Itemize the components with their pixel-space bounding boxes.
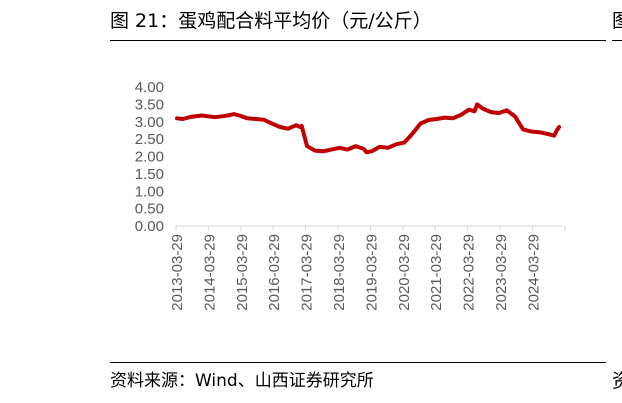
y-tick-label: 0.00 [135,218,164,235]
x-tick-label: 2016-03-29 [266,234,283,311]
y-axis-tick-labels: 0.000.501.001.502.002.503.003.504.00 [135,79,164,235]
right-edge-tick [612,40,622,41]
y-tick-label: 0.50 [135,201,164,218]
x-axis-tick-marks [175,226,566,231]
bottom-rule [110,362,606,363]
y-tick-label: 4.00 [135,79,164,96]
x-tick-label: 2015-03-29 [234,234,251,311]
x-tick-label: 2014-03-29 [201,234,218,311]
x-tick-label: 2022-03-29 [461,234,478,311]
x-tick-label: 2013-03-29 [169,234,186,311]
figure-title: 图 21：蛋鸡配合料平均价（元/公斤） [110,10,432,32]
series-line [175,102,562,155]
right-edge-glyph-top: 图 [612,10,622,32]
y-tick-label: 3.50 [135,96,164,113]
x-tick-label: 2021-03-29 [428,234,445,311]
y-tick-label: 1.00 [135,183,164,200]
x-tick-label: 2019-03-29 [363,234,380,311]
x-axis-tick-labels: 2013-03-29 2014-03-29 2015-03-29 2016-03-29… [169,234,542,311]
x-tick-label: 2017-03-29 [299,234,316,311]
source-note: 资料来源：Wind、山西证券研究所 [110,371,374,391]
y-tick-label: 3.00 [135,114,164,131]
x-tick-label: 2018-03-29 [331,234,348,311]
right-edge-glyph-bottom: 资 [612,370,622,392]
y-tick-label: 2.00 [135,149,164,166]
y-tick-label: 1.50 [135,166,164,183]
x-tick-label: 2020-03-29 [396,234,413,311]
x-tick-label: 2023-03-29 [493,234,510,311]
top-rule [110,40,606,41]
x-tick-label: 2024-03-29 [525,234,542,311]
y-tick-label: 2.50 [135,131,164,148]
